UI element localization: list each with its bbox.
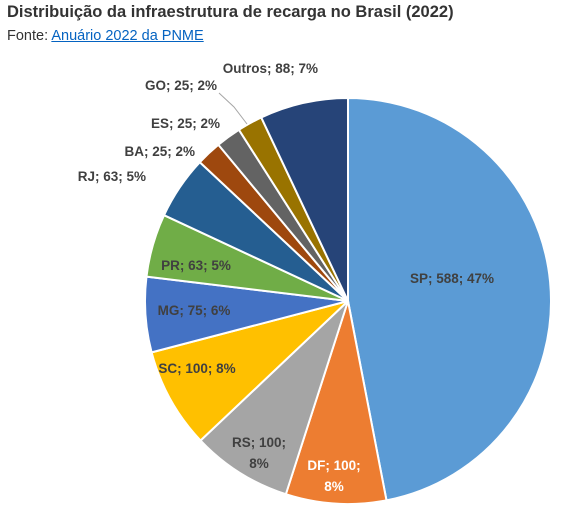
slice-label-rj: RJ; 63; 5% [78,169,146,184]
slice-label-ba: BA; 25; 2% [124,144,195,159]
slice-label-mg: MG; 75; 6% [158,303,231,318]
source-link[interactable]: Anuário 2022 da PNME [51,28,204,44]
slice-label-sp: SP; 588; 47% [410,271,494,286]
slice-label-rs: RS; 100; 8% [232,435,286,471]
chart-title: Distribuição da infraestrutura de recarg… [7,3,454,21]
leader-line-go [218,92,248,125]
slice-label-outros: Outros; 88; 7% [223,61,318,76]
chart-source: Fonte: Anuário 2022 da PNME [7,28,204,44]
slice-label-go: GO; 25; 2% [145,78,217,93]
pie-slice-rs [199,300,349,496]
slice-label-es: ES; 25; 2% [151,116,220,131]
pie-slice-outros [260,97,349,302]
slice-label-sc: SC; 100; 8% [158,361,235,376]
slice-label-df: DF; 100; 8% [307,458,360,494]
pie-slice-sc [150,300,349,442]
pie-slice-df [284,300,388,505]
slice-label-pr: PR; 63; 5% [161,258,231,273]
pie-slice-sp [347,97,552,502]
source-prefix: Fonte: [7,28,49,44]
